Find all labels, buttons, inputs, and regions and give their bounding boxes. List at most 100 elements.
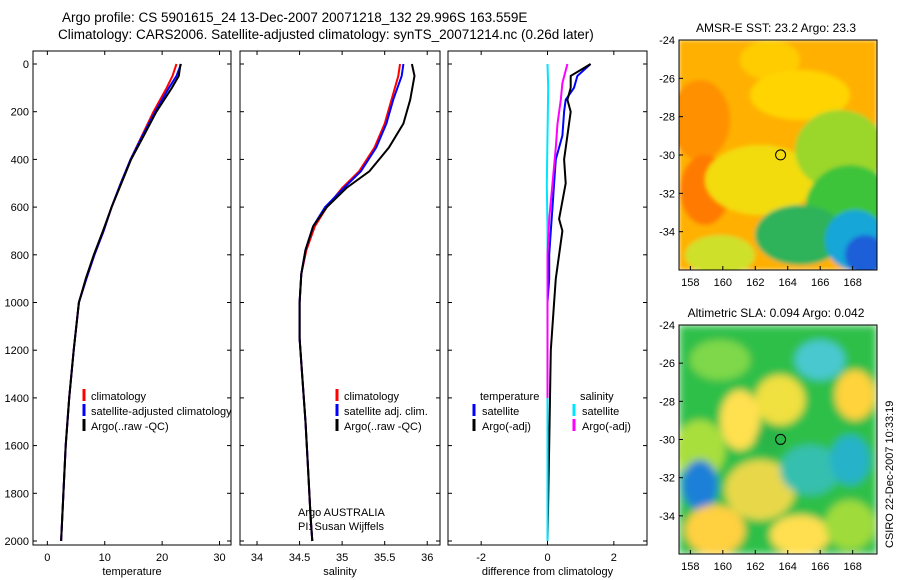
x-tick-label: 162 (746, 561, 764, 573)
sst-cool-patch (685, 235, 755, 270)
x-axis-label: temperature (102, 566, 161, 578)
legend-label: Argo(..raw -QC) (91, 421, 169, 433)
header-line-2: Climatology: CARS2006. Satellite-adjuste… (58, 27, 594, 42)
legend-label: satellite (582, 406, 619, 418)
series-line (298, 63, 405, 542)
annotation-line: PI: Susan Wijffels (298, 521, 384, 533)
y-tick-label: -26 (659, 358, 675, 370)
x-tick-label: 158 (681, 561, 699, 573)
x-axis-label: difference from climatology (482, 566, 614, 578)
map-title: Altimetric SLA: 0.094 Argo: 0.042 (688, 306, 865, 320)
legend-label: Argo(-adj) (482, 421, 531, 433)
sst-mid-patch (705, 145, 815, 215)
y-tick-label: -24 (659, 35, 675, 47)
sla-anomaly-patch (690, 340, 750, 380)
y-tick-label: -30 (659, 150, 675, 162)
x-tick-label: 158 (681, 277, 699, 289)
x-tick-label: 36 (421, 552, 433, 564)
y-tick-label: -26 (659, 73, 675, 85)
x-tick-label: 164 (779, 277, 797, 289)
legend-label: satellite (482, 406, 519, 418)
header-line-1: Argo profile: CS 5901615_24 13-Dec-2007 … (62, 10, 528, 25)
argo-position-marker (775, 149, 787, 161)
series-line (298, 63, 401, 542)
x-tick-label: 162 (746, 277, 764, 289)
x-tick-label: 166 (811, 561, 829, 573)
y-tick-label: -34 (659, 227, 675, 239)
map-color-field (679, 40, 877, 270)
sla-anomaly-patch (795, 340, 845, 380)
x-tick-label: 160 (714, 277, 732, 289)
y-tick-label: 200 (11, 107, 29, 119)
x-tick-label: 30 (213, 552, 225, 564)
y-tick-label: 0 (23, 59, 29, 71)
y-tick-label: -32 (659, 188, 675, 200)
map-color-field (679, 325, 877, 554)
series-line (546, 63, 592, 542)
legend-label: temperature (480, 391, 539, 403)
x-tick-label: 160 (714, 561, 732, 573)
x-tick-label: 0 (544, 552, 550, 564)
sla-anomaly-patch (780, 445, 840, 495)
x-axis-label: salinity (323, 566, 357, 578)
x-tick-label: 164 (779, 561, 797, 573)
map-field-2 (679, 325, 877, 554)
x-tick-label: 168 (843, 277, 861, 289)
sla-anomaly-patch (720, 390, 760, 450)
y-tick-label: -32 (659, 473, 675, 485)
series-line (298, 63, 416, 542)
series-line (545, 63, 550, 541)
y-tick-label: 400 (11, 154, 29, 166)
sla-anomaly-patch (835, 370, 875, 420)
x-tick-label: 168 (843, 561, 861, 573)
map-field-1 (679, 40, 877, 270)
x-tick-label: -2 (476, 552, 486, 564)
sst-cold-patch (845, 235, 877, 270)
sst-mid-patch (750, 70, 850, 120)
legend-label: salinity (580, 391, 614, 403)
y-tick-label: 1400 (5, 393, 29, 405)
y-tick-label: -28 (659, 396, 675, 408)
x-tick-label: 34 (251, 552, 263, 564)
x-tick-label: 34.5 (289, 552, 310, 564)
x-tick-label: 166 (811, 277, 829, 289)
y-tick-label: -28 (659, 112, 675, 124)
sla-anomaly-patch (830, 435, 870, 485)
y-tick-label: 1000 (5, 298, 29, 310)
sla-anomaly-patch (755, 375, 805, 425)
sst-cool-patch (755, 205, 845, 265)
axes-frame-2 (239, 50, 441, 546)
y-tick-label: 800 (11, 250, 29, 262)
x-tick-label: 35 (336, 552, 348, 564)
x-tick-label: 0 (44, 552, 50, 564)
x-tick-label: 10 (99, 552, 111, 564)
sla-anomaly-patch (770, 515, 830, 554)
series-line (546, 63, 569, 398)
y-tick-label: 600 (11, 202, 29, 214)
sla-anomaly-patch (825, 500, 875, 550)
sla-anomaly-patch (685, 505, 745, 554)
x-tick-label: 20 (156, 552, 168, 564)
y-tick-label: -30 (659, 435, 675, 447)
y-tick-label: 1800 (5, 488, 29, 500)
sla-anomaly-patch (725, 460, 795, 520)
legend-label: Argo(..raw -QC) (344, 421, 422, 433)
argo-position-marker (775, 433, 787, 445)
sla-anomaly-patch (755, 425, 785, 455)
axes-frame-1 (32, 50, 232, 546)
sst-warm-patch (679, 80, 730, 160)
x-tick-label: 35.5 (374, 552, 395, 564)
legend-label: satellite-adjusted climatology (91, 406, 232, 418)
legend-label: climatology (344, 391, 400, 403)
sst-mid-patch (740, 40, 800, 80)
map-title: AMSR-E SST: 23.2 Argo: 23.3 (696, 21, 856, 35)
y-tick-label: -34 (659, 511, 675, 523)
y-tick-label: -24 (659, 320, 675, 332)
series-line (60, 63, 182, 542)
legend-label: satellite adj. clim. (344, 406, 428, 418)
legend-label: climatology (91, 391, 147, 403)
y-tick-label: 1200 (5, 345, 29, 357)
sla-anomaly-patch (682, 460, 718, 510)
annotation-line: Argo AUSTRALIA (298, 507, 385, 519)
